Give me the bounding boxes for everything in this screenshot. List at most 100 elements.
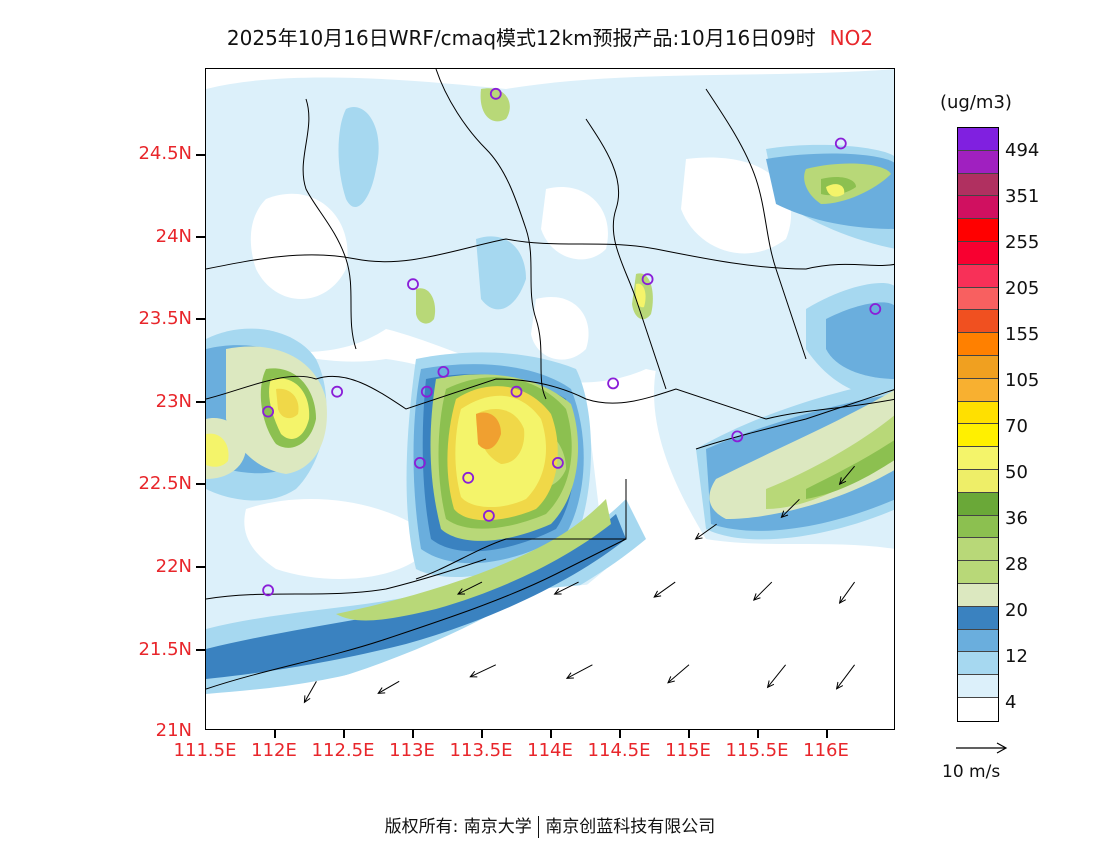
lon-label-112.5: 112.5E [311,740,375,761]
colorbar-segment [958,606,998,630]
colorbar-label: 4 [1005,692,1017,713]
colorbar-segment [958,310,998,334]
colorbar-segment [958,424,998,448]
colorbar-segment [958,355,998,379]
colorbar-segment [958,583,998,607]
colorbar-label: 20 [1005,600,1028,621]
colorbar-segment [958,629,998,653]
lat-tick [196,566,205,568]
lon-label-112: 112E [251,740,297,761]
colorbar-segment [958,219,998,242]
station-marker [262,584,274,597]
station-marker [331,385,344,398]
lon-tick [619,730,621,738]
lat-label-23: 23N [155,391,192,412]
title-text: 2025年10月16日WRF/cmaq模式12km预报产品:10月16日09时 [226,26,816,50]
wind-arrow [456,581,483,595]
lon-label-113: 113E [389,740,435,761]
lon-tick [343,730,345,738]
lat-tick [196,236,205,238]
lat-label-24.5: 24.5N [138,143,192,164]
lon-tick [412,730,414,738]
pollutant-label: NO2 [829,26,874,50]
lat-tick [196,154,205,156]
lon-label-115: 115E [665,740,711,761]
colorbar-label: 28 [1005,554,1028,575]
lon-label-115.5: 115.5E [725,740,789,761]
station-marker [262,405,274,418]
colorbar-segment [958,196,998,220]
station-marker [510,385,523,398]
colorbar-segment [958,561,998,584]
wind-arrow [835,664,855,690]
colorbar-segment [958,697,998,721]
copyright-left: 版权所有: 南京大学 [384,817,532,837]
station-marker [407,278,419,291]
wind-arrow [303,681,317,704]
lon-label-111.5: 111.5E [173,740,237,761]
colorbar-units: (ug/m3) [940,92,1012,113]
station-marker [607,377,620,390]
colorbar-segment [958,173,998,197]
copyright-right: 南京创蓝科技有限公司 [545,817,716,837]
page-title: 2025年10月16日WRF/cmaq模式12km预报产品:10月16日09时 N… [0,22,1100,51]
station-marker [641,273,654,286]
colorbar-segment [958,652,998,676]
wind-arrow [469,664,497,678]
station-marker [551,456,564,469]
reference-vector-label: 10 m/s [942,762,1001,782]
lat-tick [196,483,205,485]
lat-tick [196,318,205,320]
colorbar-segment [958,447,998,470]
lon-tick [688,730,690,738]
wind-arrow [377,680,400,694]
colorbar-label: 12 [1005,646,1028,667]
lon-tick [481,730,483,738]
colorbar-segment [958,515,998,539]
lat-tick [196,649,205,651]
colorbar-label: 494 [1005,140,1040,161]
lat-label-23.5: 23.5N [138,308,192,329]
lon-label-113.5: 113.5E [449,740,513,761]
station-marker [834,137,847,150]
lat-label-21: 21N [155,720,192,741]
colorbar-segment [958,150,998,174]
colorbar-segment [958,469,998,493]
monitoring-stations [262,87,882,597]
lat-label-22.5: 22.5N [138,473,192,494]
wind-arrow [752,581,773,601]
lon-tick [550,730,552,738]
wind-arrow [667,664,690,684]
colorbar [957,127,999,722]
station-marker [462,471,475,484]
colorbar-segment [958,128,998,151]
concentration-map [206,69,894,729]
colorbar-label: 70 [1005,416,1028,437]
colorbar-label: 351 [1005,186,1040,207]
station-marker [731,430,744,443]
wind-arrow [780,498,800,519]
no2-contour-field [206,69,894,729]
colorbar-segment [958,492,998,516]
station-marker [482,509,495,522]
station-marker [420,385,433,398]
wind-arrow [553,581,579,595]
colorbar-segment [958,401,998,425]
colorbar-label: 255 [1005,232,1040,253]
colorbar-segment [958,241,998,265]
wind-arrow [766,664,786,689]
lon-tick [826,730,828,738]
station-marker [489,87,502,100]
lon-label-114.5: 114.5E [587,740,651,761]
wind-arrow [653,581,676,598]
station-marker [413,456,426,469]
reference-arrow-icon [956,742,1008,754]
wind-arrow [694,523,717,540]
colorbar-label: 50 [1005,462,1028,483]
colorbar-segment [958,378,998,402]
wind-arrow [838,581,856,604]
lat-label-22: 22N [155,556,192,577]
wind-arrow [838,465,855,486]
map-panel[interactable] [205,68,895,730]
colorbar-segment [958,287,998,311]
